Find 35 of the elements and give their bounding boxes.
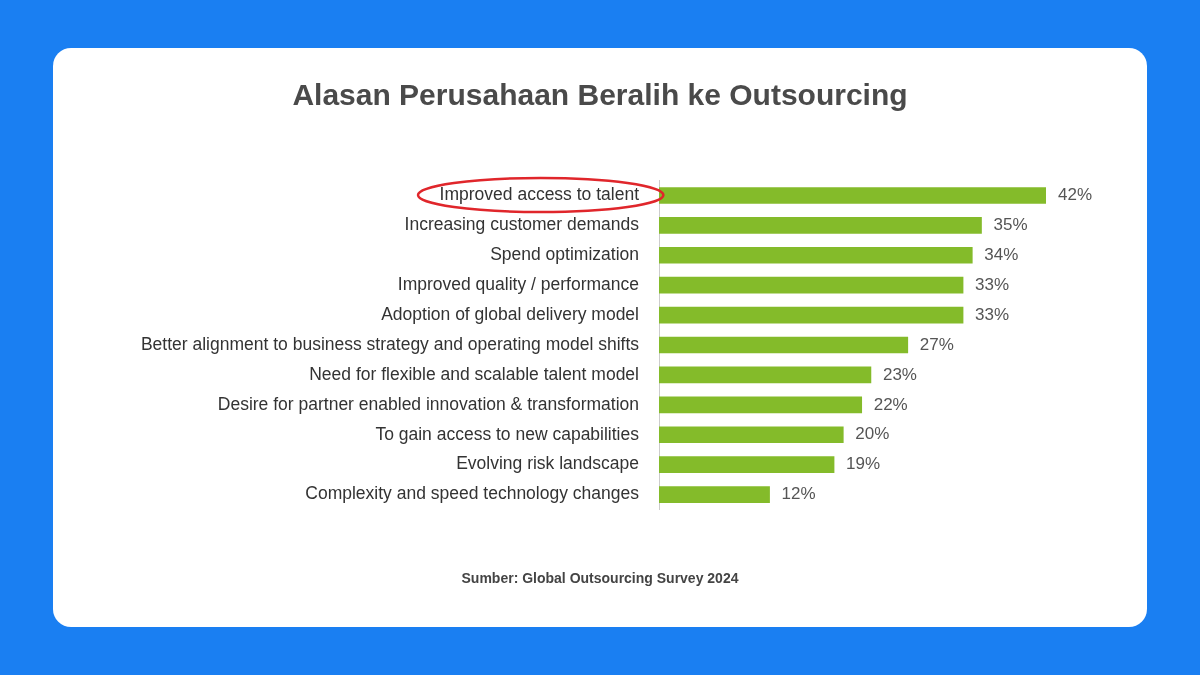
bar [659, 426, 844, 444]
y-tick-label: Complexity and speed technology changes [305, 483, 640, 504]
bar [659, 396, 863, 414]
bar [659, 336, 909, 354]
bar [659, 187, 1046, 204]
data-label: 34% [984, 244, 1019, 264]
data-label: 22% [873, 394, 908, 414]
bar [659, 246, 973, 264]
data-label: 33% [975, 274, 1010, 294]
data-label: 23% [882, 364, 917, 384]
y-tick-label: To gain access to new capabilities [375, 423, 640, 444]
bar [659, 217, 982, 234]
bar [659, 486, 770, 503]
data-label: 19% [846, 454, 881, 474]
y-tick-label: Evolving risk landscape [456, 453, 639, 474]
bar [659, 276, 964, 294]
y-tick-label: Adoption of global delivery model [381, 303, 639, 324]
y-tick-label: Desire for partner enabled innovation & transformation [217, 393, 639, 414]
data-label: 27% [919, 334, 954, 354]
bar [659, 306, 964, 324]
chart-title: Alasan Perusahaan Beralih ke Outsourcing [291, 78, 909, 112]
data-label: 20% [855, 424, 890, 444]
y-tick-label: Better alignment to business strategy and operating model shifts [140, 333, 640, 354]
data-label: 12% [781, 484, 816, 504]
y-tick-label: Spend optimization [490, 244, 639, 265]
bar [659, 366, 872, 384]
y-tick-label: Need for flexible and scalable talent model [309, 363, 639, 384]
data-label: 42% [1058, 185, 1093, 205]
y-tick-label: Improved access to talent [439, 184, 640, 205]
text: Sumber: Global Outsourcing Survey 2024 [460, 570, 740, 586]
data-label: 35% [993, 215, 1028, 235]
data-label: 33% [975, 304, 1010, 324]
y-tick-label: Improved quality / performance [397, 274, 639, 295]
bar [659, 456, 835, 473]
y-tick-label: Increasing customer demands [404, 214, 640, 235]
